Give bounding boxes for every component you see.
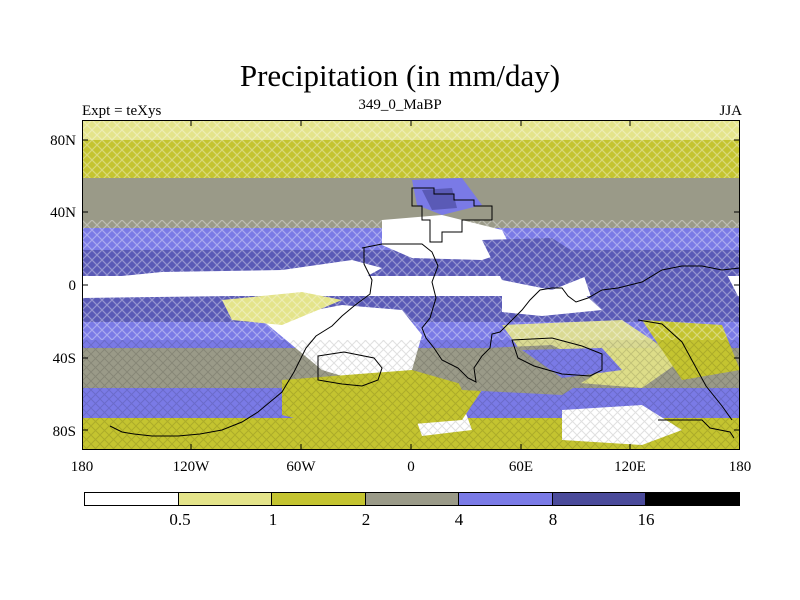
lat-label-0: 0 xyxy=(68,278,77,294)
colorbar-label-1: 1 xyxy=(268,510,278,529)
hatch-overlay-south xyxy=(82,340,740,450)
colorbar-label-16: 16 xyxy=(637,510,655,529)
colorbar-segment-5 xyxy=(552,493,647,505)
lon-label-60e: 60E xyxy=(508,459,534,475)
lon-label-180e: 180 xyxy=(728,459,752,475)
coastline-east xyxy=(637,319,733,421)
experiment-label: Expt = teXys xyxy=(82,103,162,119)
coastline-south-2 xyxy=(511,337,603,377)
precipitation-map xyxy=(82,120,740,450)
colorbar-segment-4 xyxy=(459,493,553,505)
colorbar-segment-1 xyxy=(178,493,273,505)
colorbar-segment-0 xyxy=(85,493,179,505)
hatch-overlay-north xyxy=(82,120,740,178)
colorbar-label-4: 4 xyxy=(454,510,464,529)
figure-title: Precipitation (in mm/day) xyxy=(239,58,561,93)
lat-label-80n: 80N xyxy=(50,133,76,149)
coastline-africa xyxy=(361,243,740,383)
season-label: JJA xyxy=(719,103,742,119)
coastlines xyxy=(109,187,740,439)
hatch-overlay-tropics xyxy=(82,220,740,340)
lon-label-0: 0 xyxy=(407,459,415,475)
coastline-north xyxy=(411,187,493,243)
lat-label-80s: 80S xyxy=(52,424,76,440)
coastline-mid xyxy=(109,248,373,437)
axis-ticks xyxy=(82,120,740,450)
coastline-south-1 xyxy=(317,351,383,387)
lat-label-40s: 40S xyxy=(52,351,76,367)
lon-label-180w: 180 xyxy=(70,459,94,475)
coastline-antarctic xyxy=(658,419,735,439)
colorbar-segment-6 xyxy=(646,493,740,505)
colorbar-label-2: 2 xyxy=(361,510,371,529)
lon-label-60w: 60W xyxy=(286,459,316,475)
colorbar-segment-3 xyxy=(365,493,460,505)
lon-label-120e: 120E xyxy=(614,459,646,475)
lat-label-40n: 40N xyxy=(50,205,76,221)
period-label: 349_0_MaBP xyxy=(358,97,442,113)
colorbar-label-8: 8 xyxy=(548,510,558,529)
colorbar-segment-2 xyxy=(272,493,366,505)
lon-label-120w: 120W xyxy=(172,459,210,475)
color-bar xyxy=(84,492,740,506)
colorbar-label-0.5: 0.5 xyxy=(169,510,191,529)
